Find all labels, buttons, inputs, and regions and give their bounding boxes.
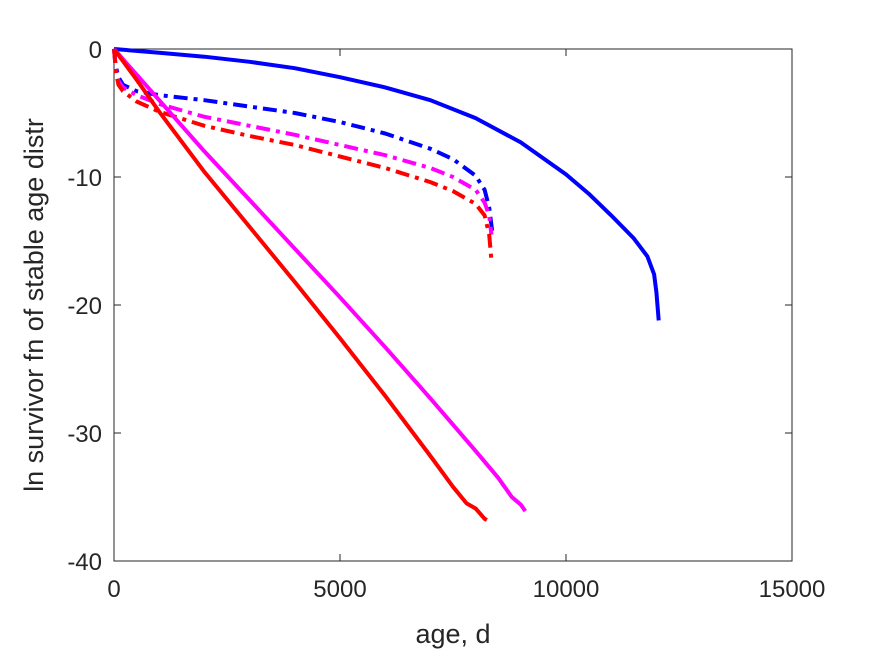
series-line-5 <box>112 47 527 513</box>
x-axis-label: age, d <box>415 619 490 649</box>
series-line-6 <box>112 47 488 522</box>
y-axis-ticks: 0 -10 -20 -30 -40 <box>67 37 792 576</box>
x-axis-ticks: 0 5000 10000 15000 <box>107 49 825 603</box>
y-tick-label: -20 <box>67 293 102 320</box>
x-tick-label: 0 <box>107 576 120 603</box>
x-tick-label: 15000 <box>759 576 826 603</box>
y-tick-label: -40 <box>67 549 102 576</box>
y-axis-label: ln survivor fn of stable age distr <box>19 118 49 492</box>
x-tick-label: 10000 <box>533 576 600 603</box>
y-tick-label: -10 <box>67 165 102 192</box>
series-line-1 <box>113 47 661 321</box>
series-line-3 <box>112 48 494 235</box>
y-tick-label: 0 <box>89 37 102 64</box>
series-line-4 <box>112 48 494 261</box>
plot-area <box>113 48 793 562</box>
y-tick-label: -30 <box>67 421 102 448</box>
series-layer <box>112 47 661 522</box>
x-tick-label: 5000 <box>313 576 366 603</box>
